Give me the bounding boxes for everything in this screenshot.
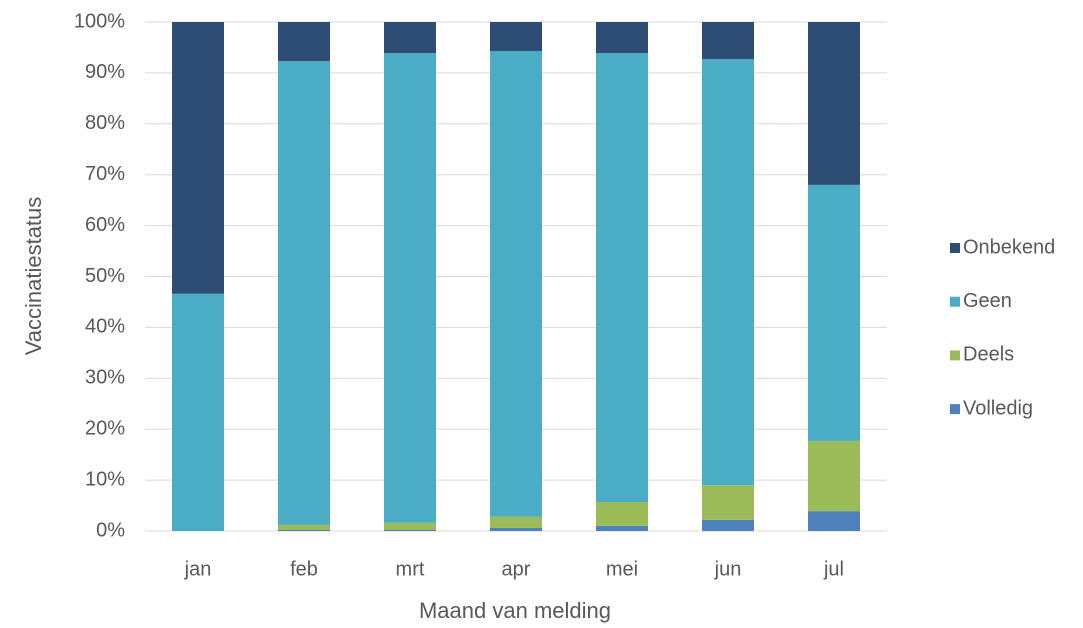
bar-segment	[384, 22, 436, 54]
y-tick-label: 40%	[85, 316, 125, 338]
legend-swatch	[950, 350, 960, 361]
x-tick-label: mei	[606, 558, 638, 580]
legend-label: Geen	[963, 290, 1012, 312]
bar-segment	[808, 440, 860, 512]
bar-segment	[384, 522, 436, 530]
y-tick-label: 60%	[85, 214, 125, 236]
bar-segment	[702, 485, 754, 520]
y-tick-label: 0%	[96, 519, 125, 541]
y-tick-label: 50%	[85, 265, 125, 287]
bar-segment	[808, 511, 860, 531]
bar-segment	[278, 529, 330, 531]
y-axis-title: Vaccinatiestatus	[21, 197, 46, 356]
x-tick-label: jul	[823, 558, 844, 580]
bar-segment	[172, 22, 224, 294]
bar-segment	[596, 501, 648, 526]
bar-segment	[702, 22, 754, 60]
x-tick-label: jan	[184, 558, 212, 580]
bar-segment	[490, 51, 542, 517]
y-tick-label: 90%	[85, 61, 125, 83]
x-tick-label: mrt	[396, 558, 425, 580]
y-tick-label: 70%	[85, 163, 125, 185]
bar-segment	[278, 61, 330, 525]
y-tick-label: 100%	[74, 10, 125, 32]
legend-swatch	[950, 243, 960, 253]
legend-swatch	[950, 296, 960, 307]
legend-label: Deels	[963, 344, 1014, 366]
legend-label: Onbekend	[963, 236, 1055, 258]
bar-segment	[384, 529, 436, 531]
bar-segment	[702, 519, 754, 531]
bar-segment	[278, 524, 330, 530]
bar-segment	[596, 525, 648, 531]
bar-segment	[490, 22, 542, 52]
bar-segment	[808, 184, 860, 441]
bar-segment	[596, 22, 648, 54]
y-tick-label: 10%	[85, 468, 125, 490]
y-tick-label: 20%	[85, 417, 125, 439]
y-tick-label: 80%	[85, 112, 125, 134]
bar-segment	[278, 22, 330, 62]
bar-segment	[596, 53, 648, 502]
bar-segment	[490, 527, 542, 531]
bar-segment	[808, 22, 860, 185]
x-axis-title: Maand van melding	[419, 598, 611, 623]
bar-segment	[172, 293, 224, 531]
bar-segment	[702, 59, 754, 486]
bar-segment	[490, 516, 542, 528]
x-tick-label: apr	[502, 558, 531, 580]
bar-segment	[384, 53, 436, 523]
legend-swatch	[950, 404, 960, 415]
y-tick-label: 30%	[85, 367, 125, 389]
x-tick-label: feb	[290, 558, 318, 580]
x-tick-label: jun	[714, 558, 742, 580]
legend-label: Volledig	[963, 397, 1033, 419]
